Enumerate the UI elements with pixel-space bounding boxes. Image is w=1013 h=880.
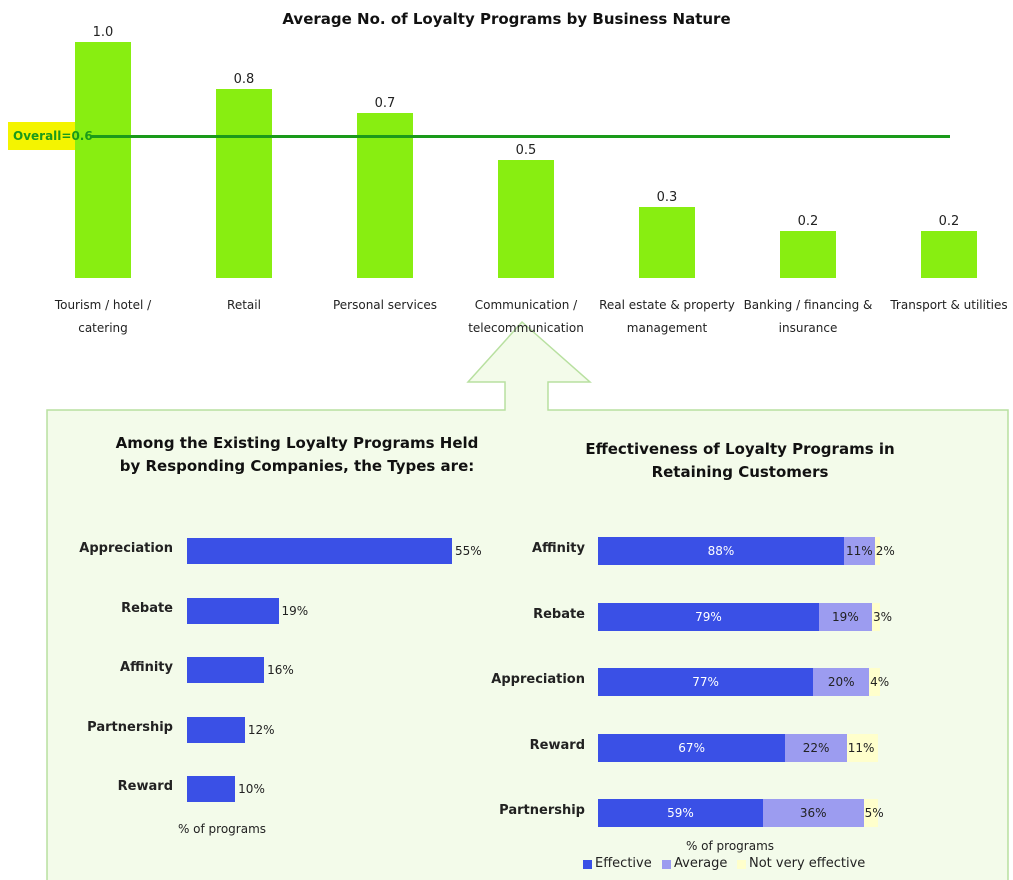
bar [187, 538, 452, 564]
legend-swatch [662, 860, 671, 869]
value-label: 1.0 [92, 25, 114, 40]
category-label: Partnership [87, 719, 173, 735]
bar-segment [598, 799, 763, 827]
chart-title: Average No. of Loyalty Programs by Busin… [282, 10, 731, 28]
bar-segment [598, 537, 844, 565]
category-label: Banking / financing & insurance [743, 298, 873, 335]
category-label: Reward [117, 779, 173, 794]
value-label: 2% [875, 544, 895, 558]
category-label: Affinity [120, 660, 173, 675]
category-label: Communication / telecommunication [468, 298, 584, 335]
legend-swatch [737, 860, 746, 869]
bar-segment [863, 799, 878, 827]
category-label: Rebate [533, 606, 585, 622]
legend-label: Average [674, 856, 728, 871]
category-label: Rebate [121, 600, 173, 616]
bar-segment [785, 733, 847, 762]
bar-segment [846, 733, 878, 762]
bar-segment [874, 537, 881, 565]
bar [498, 160, 554, 278]
bar-segment [871, 602, 881, 631]
value-label: 0.2 [797, 213, 819, 229]
value-label: 19% [832, 609, 859, 624]
reference-line [90, 134, 950, 138]
legend-swatch [583, 860, 592, 869]
value-label: 36% [799, 806, 827, 820]
value-label: 55% [455, 544, 482, 558]
value-label: 0.7 [374, 95, 396, 111]
bar-segment [844, 537, 875, 565]
value-label: 67% [678, 740, 705, 755]
chart-title: Effectiveness of Loyalty Programs in Ret… [585, 440, 895, 481]
overall-arrow [8, 100, 102, 172]
value-label: 16% [267, 663, 294, 677]
value-label: 88% [707, 544, 735, 558]
bar-segment [813, 668, 870, 696]
value-label: 79% [695, 609, 722, 624]
category-label: Appreciation [491, 672, 585, 687]
bar [357, 112, 413, 278]
bar-segment [598, 733, 786, 762]
value-label: 4% [870, 675, 890, 689]
category-label: Appreciation [79, 541, 173, 556]
value-label: 0.8 [233, 72, 255, 88]
bar-segment [818, 602, 872, 631]
x-axis-label: % of programs [177, 822, 267, 836]
value-label: 11% [847, 740, 875, 755]
value-label: 3% [872, 609, 892, 624]
reference-label: Overall=0.6 [13, 129, 93, 144]
category-label: Real estate & property management [599, 298, 735, 335]
value-label: 59% [667, 806, 694, 820]
bar [187, 657, 265, 683]
category-label: Reward [529, 737, 585, 753]
value-label: 20% [827, 675, 855, 689]
value-label: 10% [238, 782, 265, 796]
bar-segment [869, 668, 881, 696]
bar-segment [598, 668, 814, 696]
x-axis-label: % of programs [685, 839, 775, 853]
value-label: 11% [846, 544, 873, 558]
category-label: Transport & utilities [890, 298, 1008, 312]
bar [921, 230, 977, 278]
bar [187, 776, 236, 802]
bar [75, 42, 131, 278]
value-label: 0.5 [515, 143, 537, 158]
bar [187, 597, 279, 624]
bar [780, 230, 836, 278]
value-label: 77% [692, 675, 719, 689]
value-label: 0.3 [656, 190, 678, 206]
bar [639, 207, 695, 278]
value-label: 19% [281, 603, 309, 618]
value-label: 12% [247, 722, 275, 737]
category-label: Retail [227, 298, 261, 312]
bar-segment [762, 799, 864, 827]
legend-label: Effective [595, 856, 652, 871]
category-label: Personal services [332, 298, 438, 312]
bar-segment [598, 602, 819, 631]
category-label: Affinity [532, 541, 585, 556]
value-label: 22% [802, 740, 830, 755]
chart-title: Among the Existing Loyalty Programs Held… [115, 434, 479, 475]
legend-label: Not very effective [749, 856, 866, 871]
value-label: 0.2 [938, 213, 960, 229]
value-label: 5% [864, 806, 884, 820]
bar [187, 716, 245, 743]
category-label: Tourism / hotel / catering [54, 298, 152, 335]
category-label: Partnership [499, 803, 585, 818]
bar [216, 89, 272, 278]
